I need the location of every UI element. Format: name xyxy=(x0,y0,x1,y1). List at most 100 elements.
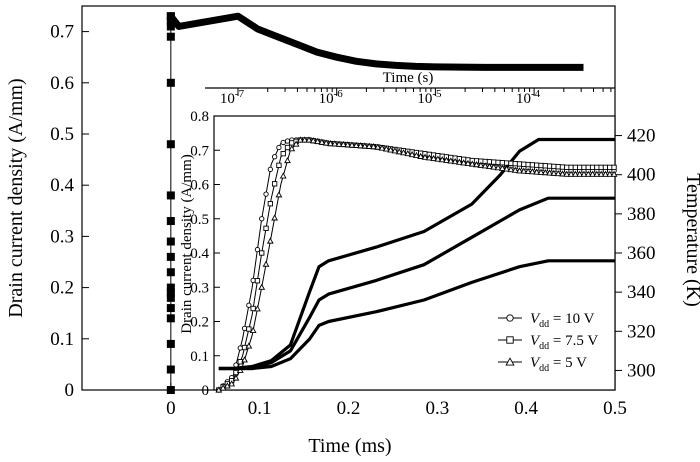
current-point xyxy=(322,139,330,146)
inset-y-tick-label: 0.2 xyxy=(190,315,209,331)
y-tick-label: 0.6 xyxy=(50,73,74,94)
ramp-point xyxy=(166,288,175,297)
current-point xyxy=(301,136,309,143)
current-point xyxy=(289,140,295,146)
current-point xyxy=(370,143,377,150)
current-point xyxy=(305,136,313,143)
current-point xyxy=(267,201,273,207)
current-point xyxy=(554,170,562,177)
current-point xyxy=(245,342,253,349)
inset-y-tick-label: 0.6 xyxy=(190,178,209,194)
x-tick-label: 0.4 xyxy=(514,398,538,419)
current-point xyxy=(473,161,480,168)
current-point xyxy=(387,146,395,153)
inset-y-tick-label: 0.7 xyxy=(190,143,209,159)
inset-y2-tick-label: 340 xyxy=(627,282,656,303)
current-point xyxy=(589,164,596,171)
current-point xyxy=(430,154,438,162)
inset-y2-tick-label: 420 xyxy=(627,126,656,147)
legend-label: Vdd = 7.5 V xyxy=(530,333,598,352)
current-point xyxy=(395,148,403,155)
current-point xyxy=(555,164,561,170)
x-tick-label: 0.5 xyxy=(603,398,627,419)
current-point xyxy=(521,161,527,167)
current-point xyxy=(259,250,265,256)
current-point xyxy=(611,164,617,171)
current-point xyxy=(564,164,570,170)
current-point xyxy=(568,164,574,171)
current-point xyxy=(503,160,510,166)
current-point xyxy=(241,325,248,331)
current-point xyxy=(576,170,584,177)
current-point xyxy=(580,170,588,177)
current-point xyxy=(284,144,291,151)
ramp-point xyxy=(166,237,175,246)
inset-y-tick-label: 0.5 xyxy=(190,212,209,228)
current-point xyxy=(404,150,412,157)
current-point xyxy=(538,162,544,169)
ramp-point xyxy=(166,191,175,200)
current-point xyxy=(508,160,514,166)
current-point xyxy=(297,136,304,143)
ramp-point xyxy=(166,268,175,277)
y-tick-label: 0.1 xyxy=(50,329,74,350)
current-point xyxy=(284,138,291,144)
ramp-point xyxy=(166,252,175,261)
legend-label: Vdd = 5 V xyxy=(530,355,587,374)
current-point xyxy=(606,170,614,177)
inset-y2-tick-label: 360 xyxy=(627,243,656,264)
current-point xyxy=(541,169,549,176)
current-point xyxy=(516,161,523,167)
temperature-curve xyxy=(218,137,615,371)
y-tick-label: 0.2 xyxy=(50,278,74,299)
current-point xyxy=(610,170,618,177)
current-point xyxy=(219,384,227,391)
current-point xyxy=(559,164,566,170)
current-point xyxy=(498,164,506,171)
current-point xyxy=(571,170,579,177)
current-point xyxy=(288,145,296,152)
current-point xyxy=(481,162,489,169)
current-point xyxy=(246,326,252,332)
top-tick-label: 10-7 xyxy=(220,88,245,107)
x-tick-label: 0.3 xyxy=(425,398,449,419)
current-point xyxy=(250,277,256,284)
current-point xyxy=(499,160,505,166)
current-point xyxy=(352,141,360,148)
ramp-point xyxy=(166,217,175,226)
current-point xyxy=(425,154,433,161)
current-point xyxy=(237,345,243,351)
y-tick-label: 0.5 xyxy=(50,124,74,145)
current-point xyxy=(567,170,575,177)
ramp-point xyxy=(166,293,175,302)
current-point xyxy=(529,162,536,168)
current-point xyxy=(348,141,356,148)
y-tick-label: 0.3 xyxy=(50,226,74,247)
legend-marker xyxy=(505,357,515,366)
top-tick-label: 10-5 xyxy=(417,88,442,107)
top-tick-label: 10-4 xyxy=(516,88,541,107)
ramp-point xyxy=(166,314,175,323)
current-point xyxy=(276,144,282,151)
current-point xyxy=(520,167,528,174)
current-point xyxy=(585,164,591,171)
current-point xyxy=(525,161,531,168)
current-point xyxy=(447,157,455,164)
current-point xyxy=(593,170,601,177)
current-point xyxy=(280,139,286,146)
current-point xyxy=(246,302,252,308)
current-point xyxy=(597,170,605,177)
current-point xyxy=(365,142,373,149)
current-point xyxy=(266,237,274,244)
top-axis-label: Time (s) xyxy=(383,70,434,86)
current-point xyxy=(271,214,279,221)
inset-y2-tick-label: 300 xyxy=(627,360,656,381)
current-point xyxy=(284,156,291,164)
current-point xyxy=(262,260,270,267)
current-point xyxy=(344,141,352,148)
current-point xyxy=(495,159,501,166)
current-point xyxy=(516,167,523,174)
current-point xyxy=(241,356,248,363)
ramp-point xyxy=(166,78,175,87)
